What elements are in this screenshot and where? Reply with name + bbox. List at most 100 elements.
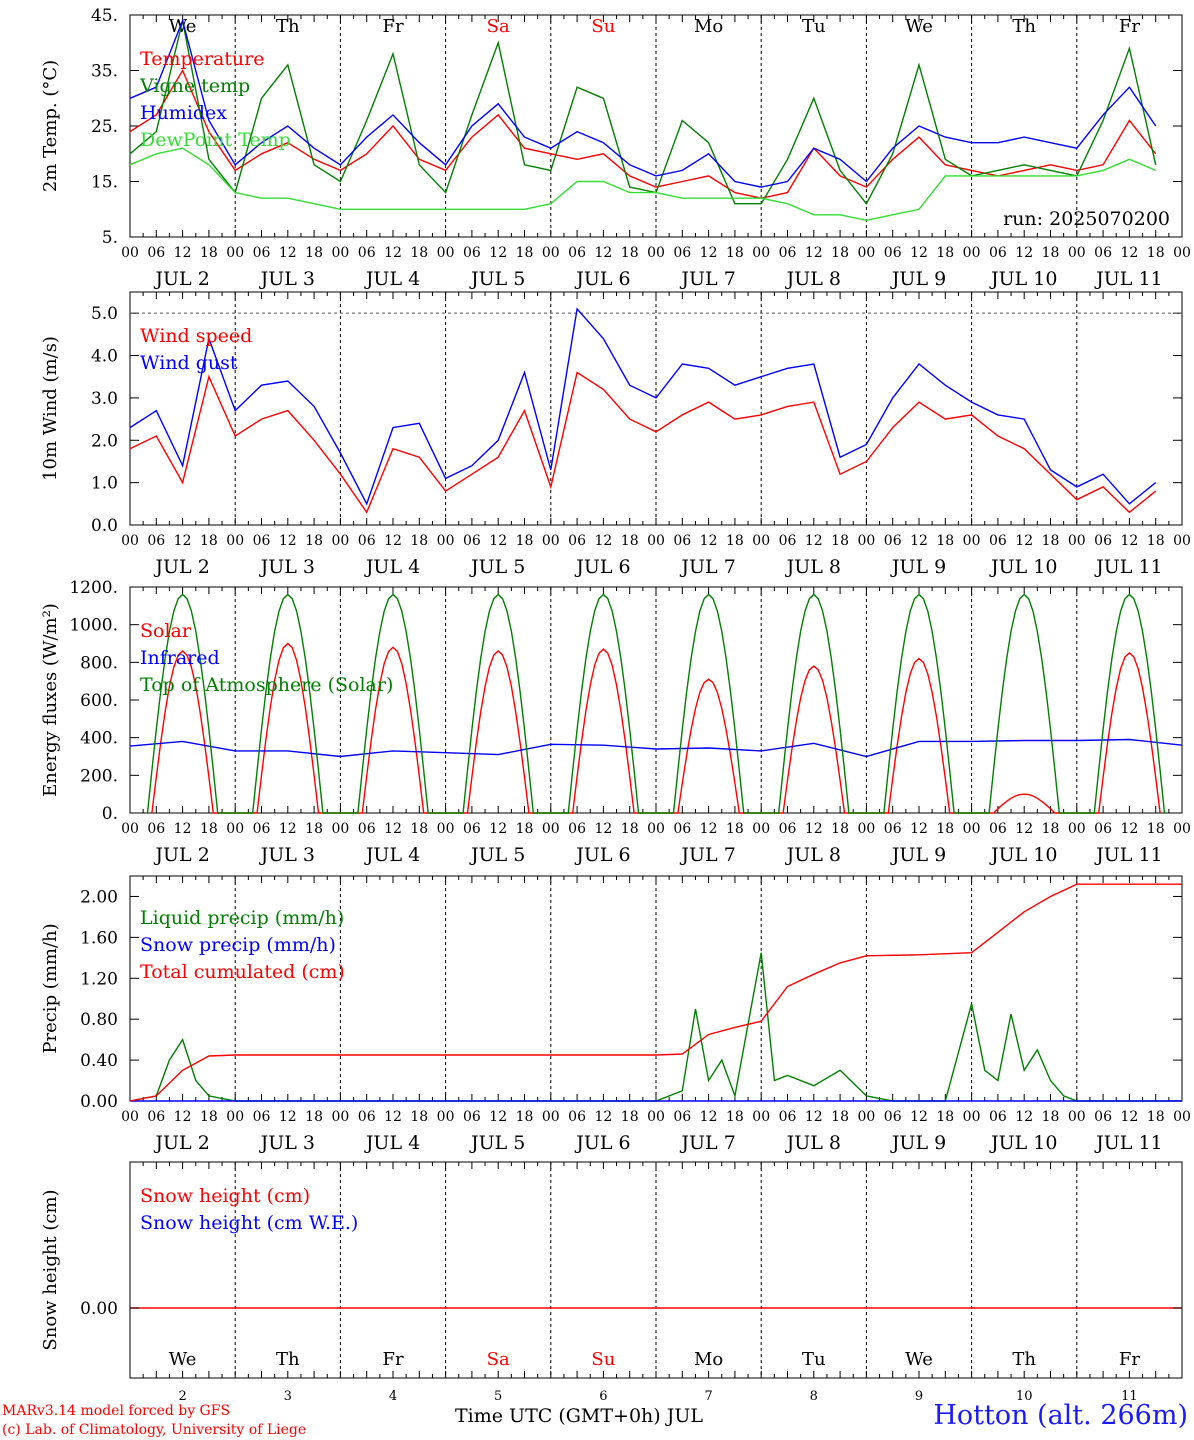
hour-label: 12 — [489, 245, 507, 261]
hour-label: 00 — [226, 245, 244, 261]
hour-label: 18 — [1042, 245, 1060, 261]
legend-entry: Infrared — [140, 647, 220, 669]
date-label: JUL 6 — [574, 844, 630, 866]
date-label: JUL 7 — [679, 844, 735, 866]
hour-label: 18 — [621, 245, 639, 261]
hour-label: 06 — [358, 1109, 376, 1125]
date-label: JUL 11 — [1094, 1132, 1162, 1154]
hour-label: 06 — [884, 821, 902, 837]
hour-label: 18 — [936, 1109, 954, 1125]
date-label: JUL 3 — [259, 1132, 315, 1154]
hour-label: 00 — [647, 533, 665, 549]
hour-label: 18 — [726, 1109, 744, 1125]
date-label: JUL 6 — [574, 268, 630, 290]
hour-label: 18 — [200, 821, 218, 837]
hour-label: 12 — [594, 821, 612, 837]
hour-label: 06 — [253, 1109, 271, 1125]
hour-label: 06 — [884, 245, 902, 261]
legend-entry: DewPoint Temp — [140, 129, 291, 151]
hour-label: 00 — [1173, 821, 1191, 837]
hour-label: 06 — [463, 245, 481, 261]
day-name: Sa — [487, 16, 510, 37]
hour-label: 18 — [516, 1109, 534, 1125]
hour-label: 00 — [1173, 533, 1191, 549]
date-label: JUL 2 — [153, 556, 209, 578]
hour-label: 00 — [542, 245, 560, 261]
hour-label: 18 — [305, 1109, 323, 1125]
day-name: Su — [591, 1349, 615, 1370]
hour-label: 12 — [594, 533, 612, 549]
hour-label: 00 — [752, 821, 770, 837]
hour-label: 00 — [331, 821, 349, 837]
hour-label: 06 — [568, 821, 586, 837]
day-name: We — [169, 1349, 197, 1370]
hour-label: 06 — [779, 245, 797, 261]
day-name: Sa — [487, 1349, 510, 1370]
hour-label: 00 — [542, 821, 560, 837]
day-number: 2 — [178, 1389, 186, 1404]
y-tick-label: 2.0 — [91, 431, 118, 451]
date-label: JUL 5 — [469, 1132, 525, 1154]
credit-line-2: (c) Lab. of Climatology, University of L… — [2, 1422, 307, 1438]
hour-label: 12 — [279, 533, 297, 549]
hour-label: 06 — [358, 245, 376, 261]
day-number: 10 — [1016, 1389, 1033, 1404]
date-label: JUL 11 — [1094, 268, 1162, 290]
hour-label: 18 — [200, 1109, 218, 1125]
date-label: JUL 5 — [469, 556, 525, 578]
hour-label: 18 — [1147, 1109, 1165, 1125]
day-name: Mo — [694, 16, 723, 37]
date-label: JUL 5 — [469, 268, 525, 290]
hour-label: 06 — [253, 533, 271, 549]
hour-label: 12 — [910, 533, 928, 549]
hour-label: 06 — [1094, 245, 1112, 261]
date-label: JUL 6 — [574, 1132, 630, 1154]
hour-label: 06 — [147, 245, 165, 261]
hour-label: 18 — [621, 821, 639, 837]
hour-label: 00 — [1068, 821, 1086, 837]
y-tick-label: 45. — [91, 6, 118, 26]
day-name: Mo — [694, 1349, 723, 1370]
hour-label: 18 — [726, 245, 744, 261]
series-line — [129, 307, 1157, 506]
hour-label: 18 — [1147, 821, 1165, 837]
hour-label: 12 — [805, 245, 823, 261]
legend-entry: Top of Atmosphere (Solar) — [140, 674, 393, 696]
station-name: Hotton (alt. 266m) — [933, 1400, 1188, 1431]
hour-label: 00 — [963, 245, 981, 261]
hour-label: 18 — [1147, 245, 1165, 261]
hour-label: 00 — [226, 1109, 244, 1125]
legend-entry: Wind speed — [140, 325, 252, 347]
y-tick-label: 1000. — [69, 616, 118, 636]
hour-label: 00 — [121, 821, 139, 837]
day-number: 4 — [389, 1389, 397, 1404]
y-tick-label: 25. — [91, 117, 118, 137]
y-axis-label: 2m Temp. (°C) — [40, 60, 61, 192]
hour-label: 00 — [1068, 533, 1086, 549]
y-tick-label: 0.00 — [80, 1092, 118, 1112]
date-label: JUL 7 — [679, 1132, 735, 1154]
series-line — [129, 738, 1183, 758]
hour-label: 06 — [147, 1109, 165, 1125]
y-axis-label: Precip (mm/h) — [40, 923, 61, 1053]
hour-label: 06 — [253, 821, 271, 837]
hour-label: 12 — [279, 245, 297, 261]
hour-label: 18 — [200, 245, 218, 261]
day-number: 3 — [284, 1389, 292, 1404]
legend-entry: Vigne temp — [139, 75, 250, 97]
hour-label: 06 — [147, 821, 165, 837]
credit-line-1: MARv3.14 model forced by GFS — [2, 1403, 231, 1419]
hour-label: 06 — [989, 533, 1007, 549]
hour-label: 12 — [700, 821, 718, 837]
y-axis-label: 10m Wind (m/s) — [40, 336, 61, 481]
hour-label: 12 — [1120, 533, 1138, 549]
day-name: We — [905, 16, 933, 37]
legend-entry: Snow height (cm W.E.) — [140, 1212, 358, 1234]
y-axis-label: Energy fluxes (W/m²) — [40, 603, 61, 797]
hour-label: 06 — [358, 821, 376, 837]
date-label: JUL 8 — [785, 556, 841, 578]
hour-label: 00 — [121, 1109, 139, 1125]
hour-label: 00 — [331, 533, 349, 549]
hour-label: 00 — [226, 821, 244, 837]
date-label: JUL 10 — [989, 556, 1057, 578]
